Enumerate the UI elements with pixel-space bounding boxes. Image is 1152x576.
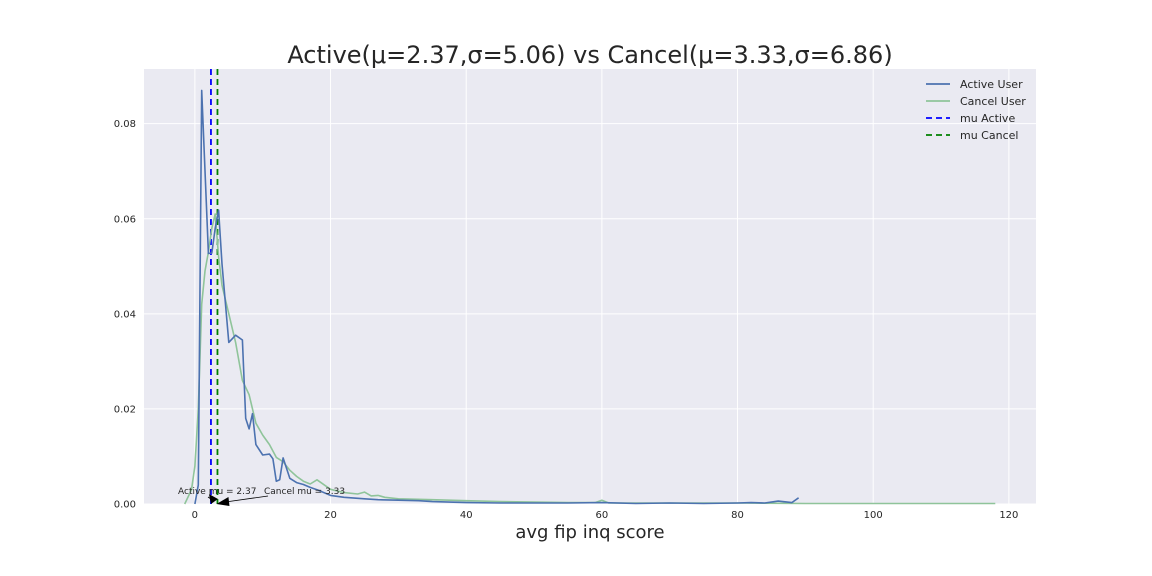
y-tick-label: 0.04 [114,309,136,320]
grid-lines [144,69,1036,505]
legend-label: mu Active [960,112,1015,125]
x-axis-label: avg fip inq score [515,522,664,543]
series-line [194,89,800,505]
plot-background [144,69,1036,504]
x-axis-ticks: 0 20 40 60 80 100 120 [192,510,1019,521]
y-tick-label: 0.08 [114,119,136,130]
series-line [183,213,996,505]
series-lines [183,89,996,505]
annotation-cancel: Cancel mu = 3.33 [264,487,345,497]
x-tick-label: 0 [192,510,198,521]
legend: Active User Cancel User mu Active mu Cancel [926,78,1026,142]
y-tick-label: 0.06 [114,214,136,225]
annotation-arrow-cancel [225,495,269,503]
x-tick-label: 100 [864,510,883,521]
mean-lines [210,69,219,504]
legend-label: Cancel User [960,95,1026,108]
y-axis-ticks: 0.00 0.02 0.04 0.06 0.08 [114,119,136,510]
legend-label: Active User [960,78,1023,91]
x-tick-label: 20 [324,510,337,521]
x-tick-label: 120 [999,510,1018,521]
annotation-arrowhead-cancel [216,497,230,506]
chart-title: Active(μ=2.37,σ=5.06) vs Cancel(μ=3.33,σ… [287,41,892,69]
annotation-arrowhead-active [208,494,218,504]
x-tick-label: 80 [731,510,744,521]
y-tick-label: 0.00 [114,500,136,511]
x-tick-label: 60 [596,510,609,521]
x-tick-label: 40 [460,510,473,521]
annotation-active: Active mu = 2.37 [178,487,256,497]
y-tick-label: 0.02 [114,404,136,415]
legend-label: mu Cancel [960,129,1018,142]
annotations: Active mu = 2.37 Cancel mu = 3.33 [178,487,345,506]
